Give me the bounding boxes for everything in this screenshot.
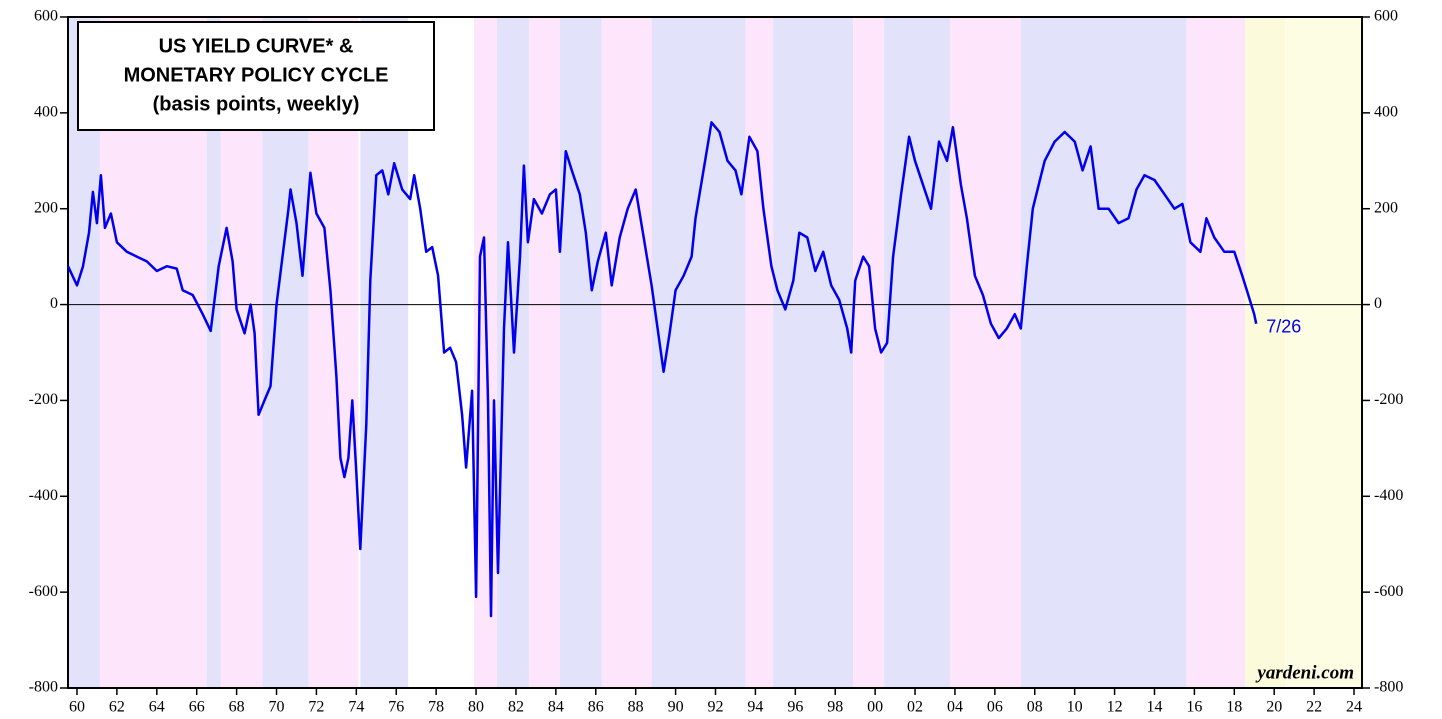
x-tick-label: 60: [69, 699, 85, 716]
policy-band: [559, 17, 602, 688]
x-tick-label: 64: [149, 699, 165, 716]
x-tick-label: 12: [1107, 699, 1123, 716]
x-tick-label: 96: [787, 699, 803, 716]
policy-band: [1285, 17, 1362, 688]
x-tick-label: 66: [189, 699, 205, 716]
x-tick-label: 06: [987, 699, 1003, 716]
x-tick-label: 04: [947, 699, 963, 716]
policy-band: [601, 17, 652, 688]
x-tick-label: 22: [1306, 699, 1322, 716]
y2-tick-label: -400: [1374, 487, 1403, 504]
x-tick-label: 98: [827, 699, 843, 716]
x-tick-label: 80: [468, 699, 484, 716]
lines: 7/26: [66, 121, 1301, 618]
y-tick-label: -600: [29, 583, 58, 600]
x-tick-label: 78: [428, 699, 444, 716]
x-tick-label: 88: [628, 699, 644, 716]
x-tick-label: 90: [668, 699, 684, 716]
x-tick-label: 16: [1186, 699, 1202, 716]
policy-band: [528, 17, 560, 688]
y2-tick-label: 400: [1374, 104, 1398, 121]
policy-band: [853, 17, 885, 688]
x-tick-label: 72: [308, 699, 324, 716]
chart-title: US YIELD CURVE* &: [159, 35, 354, 57]
x-tick-label: 86: [588, 699, 604, 716]
x-tick-label: 76: [388, 699, 404, 716]
chart-title: MONETARY POLICY CYCLE: [124, 64, 389, 86]
x-tick-label: 02: [907, 699, 923, 716]
x-tick-label: 62: [109, 699, 125, 716]
y2-tick-label: -800: [1374, 679, 1403, 696]
end-label: 7/26: [1266, 316, 1301, 336]
y-tick-label: 200: [34, 199, 58, 216]
x-tick-label: 74: [348, 699, 364, 716]
x-tick-label: 10: [1067, 699, 1083, 716]
policy-band: [206, 17, 221, 688]
source: yardeni.com: [1255, 662, 1354, 683]
policy-band: [745, 17, 774, 688]
x-tick-label: 82: [508, 699, 524, 716]
y-tick-label: 0: [50, 295, 58, 312]
y2-tick-label: -600: [1374, 583, 1403, 600]
y2-tick-label: -200: [1374, 391, 1403, 408]
x-tick-label: 20: [1266, 699, 1282, 716]
policy-band: [1245, 17, 1286, 688]
x-tick-label: 70: [269, 699, 285, 716]
x-tick-label: 00: [867, 699, 883, 716]
x-tick-label: 92: [707, 699, 723, 716]
policy-band: [949, 17, 1021, 688]
policy-band: [1020, 17, 1187, 688]
y2-tick-label: 0: [1374, 295, 1382, 312]
y-tick-label: -400: [29, 487, 58, 504]
chart-subtitle: (basis points, weekly): [153, 93, 360, 115]
policy-band: [1186, 17, 1246, 688]
x-tick-label: 68: [229, 699, 245, 716]
y-tick-label: 600: [34, 8, 58, 25]
policy-band: [884, 17, 950, 688]
y2-tick-label: 200: [1374, 199, 1398, 216]
title-box: [77, 21, 435, 131]
x-tick-label: 18: [1226, 699, 1242, 716]
y-tick-label: -200: [29, 391, 58, 408]
yield-line: [66, 121, 1258, 618]
policy-band: [474, 17, 498, 688]
y-tick-label: -800: [29, 679, 58, 696]
x-tick-label: 14: [1146, 699, 1162, 716]
y-tick-label: 400: [34, 104, 58, 121]
x-tick-label: 24: [1346, 699, 1362, 716]
policy-band: [773, 17, 854, 688]
x-tick-label: 08: [1027, 699, 1043, 716]
y2-tick-label: 600: [1374, 8, 1398, 25]
x-tick-label: 84: [548, 699, 564, 716]
x-tick-label: 94: [747, 699, 763, 716]
